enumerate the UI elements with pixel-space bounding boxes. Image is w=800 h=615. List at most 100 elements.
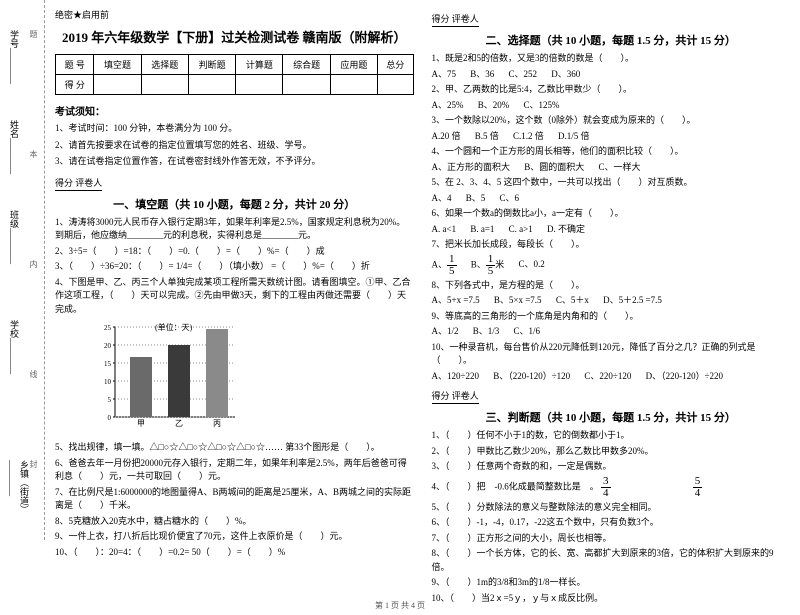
opt: A、75 [432,68,457,82]
opt: C、5＋x [556,294,589,308]
table-row: 得 分 [56,75,414,95]
svg-text:丙: 丙 [213,419,221,428]
fraction: 54 [693,476,703,499]
fraction: 34 [601,476,611,499]
question: 9、等底高的三角形的一个底角是内角和的（ ）。 [432,310,791,324]
margin-label: 姓名________ [8,120,21,174]
question: 6、爸爸去年一月份把20000元存入银行，定期二年，如果年利率是2.5%，两年后… [55,457,414,484]
notice-item: 3、请在试卷指定位置作答，在试卷密封线外作答无效，不予评分。 [55,155,414,169]
options: A、1/2 B、1/3 C、1/6 [432,325,791,339]
opt: C. a>1 [509,223,533,237]
svg-text:20: 20 [104,342,112,350]
svg-text:10: 10 [104,378,112,386]
options: A、15 B、15米 C、0.2 [432,254,791,277]
page-footer: 第 1 页 共 4 页 [0,600,800,611]
opt: D、（220-120）÷220 [646,370,723,384]
td [94,75,141,95]
opt: D、5＋2.5 =7.5 [603,294,662,308]
exam-title: 2019 年六年级数学【下册】过关检测试卷 赣南版（附解析） [55,27,414,46]
opt: B、36 [470,68,494,82]
opt: B、5×x =7.5 [494,294,542,308]
question: 1、涛涛将3000元人民币存入银行定期3年，如果年利率是2.5%，国家规定利息税… [55,216,414,243]
question: 6、（ ）-1，-4，0.17，-22这五个数中，只有负数3个。 [432,516,791,530]
question: 5、（ ）分数除法的意义与整数除法的意义完全相同。 [432,501,791,515]
opt: C、1/6 [514,325,541,339]
opt: A. a<1 [432,223,457,237]
td: 得 分 [56,75,94,95]
opt: B、20% [478,99,510,113]
question: 8、（ ）一个长方体，它的长、宽、高都扩大到原来的3倍，它的体积扩大到原来的9倍… [432,547,791,574]
td [283,75,330,95]
opt: A、正方形的面积大 [432,161,511,175]
opt: D、360 [551,68,580,82]
th: 题 号 [56,55,94,75]
svg-text:15: 15 [104,360,112,368]
options: A、120÷220 B、（220-120）÷120 C、220÷120 D、（2… [432,370,791,384]
opt: B、5 [466,192,486,206]
left-column: 绝密★启用前 2019 年六年级数学【下册】过关检测试卷 赣南版（附解析） 题 … [55,8,414,607]
question: 6、如果一个数a的倒数比a小，a一定有（ ）。 [432,207,791,221]
scorer-box: 得分 评卷人 [432,12,479,27]
options: A、5+x =7.5 B、5×x =7.5 C、5＋x D、5＋2.5 =7.5 [432,294,791,308]
question: 1、既是2和5的倍数，又是3的倍数的数是（ ）。 [432,52,791,66]
options: A、正方形的面积大 B、圆的面积大 C、一样大 [432,161,791,175]
options: A. a<1 B. a=1 C. a>1 D. 不确定 [432,223,791,237]
seal-hint: 内 [28,260,39,268]
notice-item: 2、请首先按要求在试卷的指定位置填写您的姓名、班级、学号。 [55,139,414,153]
opt: C、一样大 [599,161,641,175]
opt: C、6 [500,192,520,206]
notice-item: 1、考试时间：100 分钟，本卷满分为 100 分。 [55,122,414,136]
question: 5、在 2、3、4、5 这四个数中，一共可以找出（ ）对互质数。 [432,176,791,190]
seal-hint: 题 [28,30,39,38]
opt: C.1.2 倍 [513,130,544,144]
opt: A、15 [432,254,457,277]
opt: A、1/2 [432,325,459,339]
svg-text:5: 5 [108,396,112,404]
question: 2、3÷5=（ ）=18：（ ）=0.（ ）=（ ）%=（ ）成 [55,245,414,259]
opt: C、125% [524,99,560,113]
opt: C、252 [509,68,538,82]
table-row: 题 号 填空题 选择题 判断题 计算题 综合题 应用题 总分 [56,55,414,75]
question: 10、一种录音机，每台售价从220元降低到120元，降低了百分之几？正确的列式是… [432,341,791,368]
th: 综合题 [283,55,330,75]
bar-chart: (单位：天)2520151050甲乙丙 [85,322,245,432]
margin-label: 学号________ [8,30,21,84]
td [236,75,283,95]
opt: A、25% [432,99,464,113]
margin-label: 学校________ [8,320,21,374]
options: A.20 倍 B.5 倍 C.1.2 倍 D.1/5 倍 [432,130,791,144]
opt: B、1/3 [473,325,500,339]
opt: B、15米 [471,254,505,277]
td [330,75,377,95]
th: 计算题 [236,55,283,75]
question: 1、（ ）任何不小于1的数，它的倒数都小于1。 [432,429,791,443]
page-wrapper: 学号________ 姓名________ 班级________ 学校_____… [0,0,800,615]
part1-title: 一、填空题（共 10 小题，每题 2 分，共计 20 分） [55,196,414,212]
options: A、75 B、36 C、252 D、360 [432,68,791,82]
question: 7、把米长加长成段，每段长（ ）。 [432,238,791,252]
opt: A、4 [432,192,452,206]
question: 9、（ ）1m的3/8和3m的1/8一样长。 [432,576,791,590]
question: 9、一件上衣，打八折后比现价便宜了70元，这件上衣原价是（ ）元。 [55,530,414,544]
part3-title: 三、判断题（共 10 小题，每题 1.5 分，共计 15 分） [432,409,791,425]
th: 总分 [378,55,414,75]
td [378,75,414,95]
margin-label: 班级________ [8,210,21,264]
question: 4、下图是甲、乙、丙三个人单独完成某项工程所需天数统计图。请看图填空。①甲、乙合… [55,276,414,317]
question: 4、一个圆和一个正方形的周长相等，他们的面积比较（ ）。 [432,145,791,159]
question: 4、（ ）把 -0.6化成最简整数比是 。 34 54 [432,476,791,499]
confidential-label: 绝密★启用前 [55,8,414,21]
scorer-box: 得分 评卷人 [55,176,102,191]
opt: A、120÷220 [432,370,479,384]
th: 填空题 [94,55,141,75]
seal-hint: 封 [28,460,39,468]
options: A、25% B、20% C、125% [432,99,791,113]
margin-label: 乡镇（街道）________ [8,460,31,540]
opt: A.20 倍 [432,130,461,144]
td [141,75,188,95]
question: 3、一个数除以20%，这个数（0除外）就会变成为原来的（ ）。 [432,114,791,128]
question: 3、（ ）任意两个奇数的和，一定是偶数。 [432,460,791,474]
opt: B、圆的面积大 [524,161,584,175]
opt: B.5 倍 [475,130,499,144]
svg-text:0: 0 [108,414,112,422]
